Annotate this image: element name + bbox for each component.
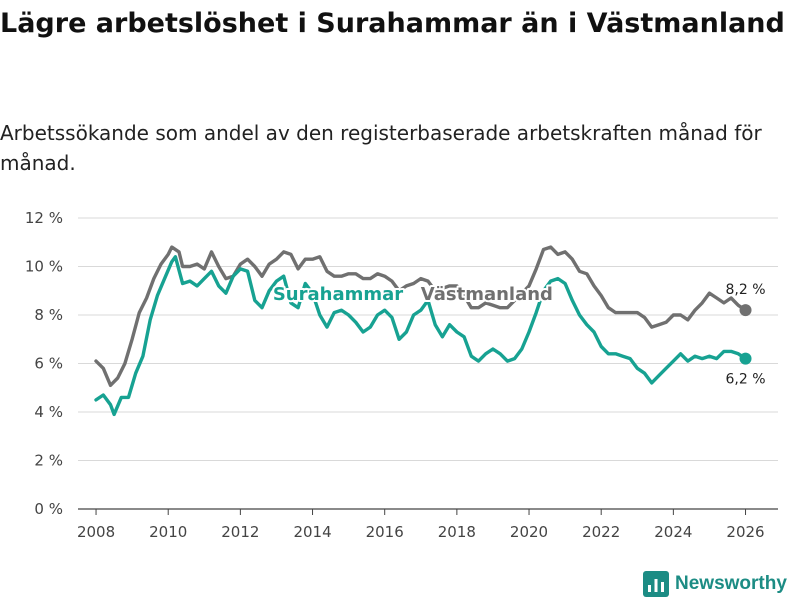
x-tick-label: 2008 [77,523,115,541]
chart-title: Lägre arbetslöshet i Surahammar än i Väs… [0,8,785,39]
y-tick-label: 4 % [34,403,63,421]
y-tick-label: 10 % [25,258,63,276]
x-tick-label: 2026 [726,523,764,541]
y-tick-label: 12 % [25,209,63,227]
brand-name: Newsworthy [675,573,787,594]
vastmanland-end-value: 8,2 % [726,282,766,298]
x-tick-label: 2024 [654,523,692,541]
vastmanland-series-label: Västmanland [421,284,553,305]
x-tick-label: 2018 [438,523,476,541]
line-chart: 0 % 2 % 4 % 6 % 8 % 10 % 12 % 2008 2010 2012 2014 2… [25,209,778,541]
vastmanland-end-point [739,304,752,317]
x-tick-label: 2012 [221,523,259,541]
y-tick-label: 6 % [34,355,63,373]
vastmanland-line [94,245,748,387]
y-tick-label: 0 % [34,500,63,518]
surahammar-series-label: Surahammar [273,284,403,305]
y-tick-label: 2 % [34,452,63,470]
x-tick-label: 2016 [366,523,404,541]
x-tick-label: 2014 [293,523,331,541]
surahammar-end-value: 6,2 % [726,372,766,388]
surahammar-line [94,255,748,417]
x-tick-label: 2020 [510,523,548,541]
surahammar-end-point [739,352,752,365]
newsworthy-logo: Newsworthy [643,570,787,598]
x-tick-label: 2010 [149,523,187,541]
x-tick-label: 2022 [582,523,620,541]
newsworthy-bar-chart-icon [643,571,669,597]
y-tick-label: 8 % [34,306,63,324]
chart-subtitle: Arbetssökande som andel av den registerb… [0,121,762,175]
